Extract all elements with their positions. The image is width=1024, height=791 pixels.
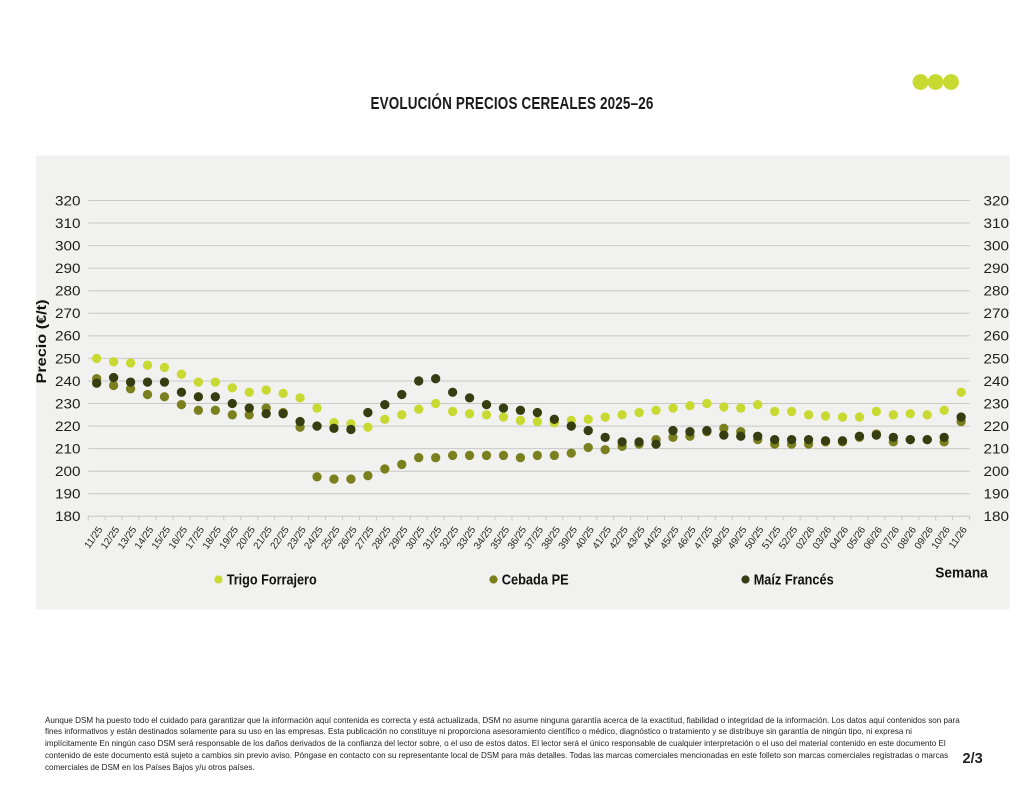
svg-text:Cebada PE: Cebada PE (502, 573, 569, 589)
svg-text:180: 180 (55, 509, 81, 524)
svg-text:280: 280 (55, 284, 81, 299)
svg-text:230: 230 (984, 396, 1010, 411)
svg-text:180: 180 (984, 509, 1010, 524)
svg-text:290: 290 (55, 261, 81, 276)
svg-text:250: 250 (984, 351, 1010, 366)
svg-text:Trigo Forrajero: Trigo Forrajero (227, 573, 317, 589)
svg-text:Precio (€/t): Precio (€/t) (33, 300, 49, 384)
svg-text:310: 310 (984, 216, 1010, 231)
svg-text:270: 270 (984, 306, 1010, 321)
svg-text:Semana: Semana (935, 566, 988, 582)
svg-text:220: 220 (984, 419, 1010, 434)
svg-text:250: 250 (55, 351, 81, 366)
svg-text:200: 200 (55, 464, 81, 479)
svg-text:220: 220 (55, 419, 81, 434)
svg-text:Maíz Francés: Maíz Francés (754, 573, 834, 589)
svg-text:300: 300 (55, 239, 81, 254)
svg-text:320: 320 (984, 193, 1010, 208)
svg-text:260: 260 (984, 329, 1010, 344)
svg-text:260: 260 (55, 329, 81, 344)
svg-text:210: 210 (55, 442, 81, 457)
svg-text:190: 190 (984, 487, 1010, 502)
svg-text:190: 190 (55, 487, 81, 502)
svg-text:320: 320 (55, 193, 81, 208)
svg-text:200: 200 (984, 464, 1010, 479)
svg-text:300: 300 (984, 239, 1010, 254)
svg-text:280: 280 (984, 284, 1010, 299)
svg-text:240: 240 (55, 374, 81, 389)
svg-text:310: 310 (55, 216, 81, 231)
svg-text:230: 230 (55, 396, 81, 411)
svg-text:270: 270 (55, 306, 81, 321)
svg-text:290: 290 (984, 261, 1010, 276)
svg-text:210: 210 (984, 442, 1010, 457)
svg-text:240: 240 (984, 374, 1010, 389)
